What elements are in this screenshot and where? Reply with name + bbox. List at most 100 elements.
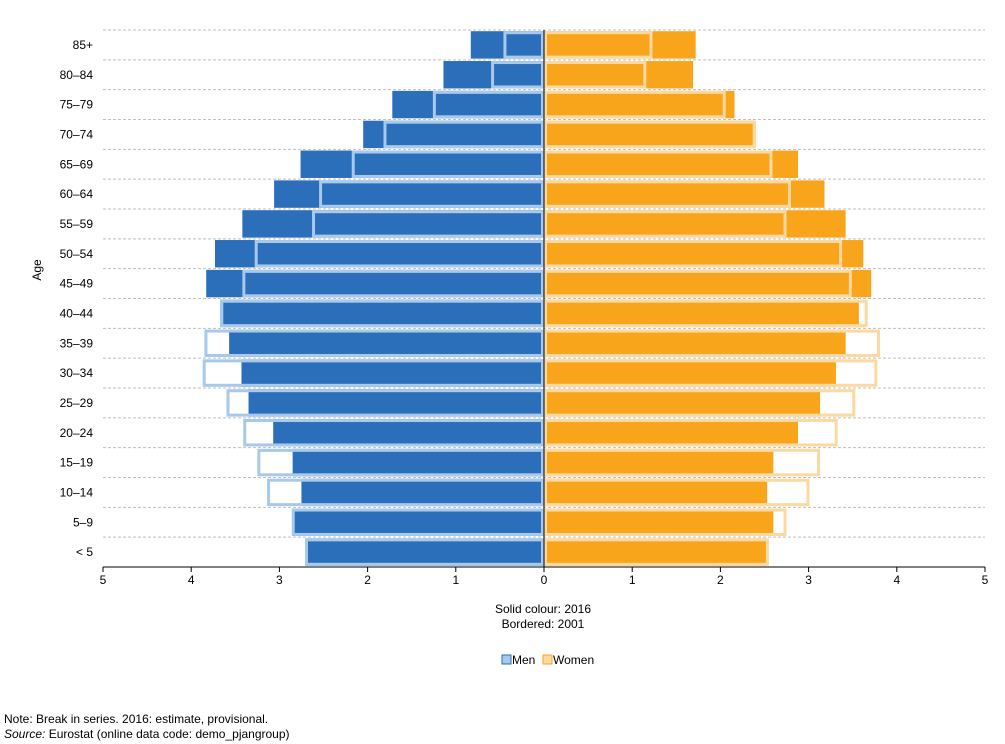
bar-women-2016 xyxy=(544,299,859,328)
bar-women-2016 xyxy=(544,150,799,178)
bar-men-2001 xyxy=(220,299,544,328)
bar-men-2016 xyxy=(392,90,544,119)
bar-men-2016 xyxy=(470,31,544,59)
legend: Men Women xyxy=(501,653,594,667)
bar-women-2001 xyxy=(544,389,856,417)
bar-men-2016 xyxy=(248,389,544,417)
bar-women-2001 xyxy=(544,299,868,328)
age-group-label: 25–29 xyxy=(60,396,94,410)
chart-note: Note: Break in series. 2016: estimate, p… xyxy=(4,712,269,726)
bar-women-2001 xyxy=(544,150,773,178)
x-tick-label: 4 xyxy=(893,573,900,587)
bar-men-2001 xyxy=(243,419,544,447)
bar-men-2016 xyxy=(242,210,544,238)
bar-women-2001 xyxy=(544,359,878,387)
bar-men-2001 xyxy=(351,150,544,178)
bar-women-2001 xyxy=(544,180,791,208)
age-group-label: 20–24 xyxy=(60,426,94,440)
bar-men-2001 xyxy=(319,180,544,208)
legend-swatch-men xyxy=(501,654,512,665)
bordered-bars-2001 xyxy=(202,31,881,566)
bar-men-2016 xyxy=(292,448,544,477)
legend-swatch-women xyxy=(542,654,553,665)
bar-women-2001 xyxy=(544,210,787,238)
x-tick-label: 2 xyxy=(364,573,371,587)
bar-men-2001 xyxy=(202,359,545,387)
bar-women-2016 xyxy=(544,180,825,208)
bar-men-2001 xyxy=(267,478,544,507)
bar-women-2016 xyxy=(544,389,821,417)
bar-women-2016 xyxy=(544,240,864,268)
x-tick-label: 0 xyxy=(541,573,548,587)
bar-men-2001 xyxy=(304,538,544,566)
bar-women-2001 xyxy=(544,90,726,119)
x-tick-label: 1 xyxy=(452,573,459,587)
legend-label-men: Men xyxy=(512,653,535,667)
bar-women-2016 xyxy=(544,269,872,298)
age-group-label: 35–39 xyxy=(60,336,94,350)
bar-men-2001 xyxy=(254,240,544,268)
bar-women-2016 xyxy=(544,31,696,59)
bar-men-2001 xyxy=(242,269,545,298)
bar-men-2016 xyxy=(363,120,544,149)
bar-men-2001 xyxy=(312,210,544,238)
bar-men-2001 xyxy=(291,508,544,536)
x-tick-label: 2 xyxy=(717,573,724,587)
age-group-label: 85+ xyxy=(73,38,93,52)
bar-women-2016 xyxy=(544,210,846,238)
x-axis-label-line-2: Bordered: 2001 xyxy=(502,617,585,631)
x-tick-label: 1 xyxy=(629,573,636,587)
age-group-label: < 5 xyxy=(76,545,93,559)
bar-men-2001 xyxy=(432,90,545,119)
source-label: Source: xyxy=(4,727,46,741)
age-group-label: 65–69 xyxy=(60,157,94,171)
bar-women-2016 xyxy=(544,90,735,119)
bar-men-2016 xyxy=(300,150,544,178)
axes xyxy=(102,30,986,572)
age-group-label: 55–59 xyxy=(60,217,94,231)
bar-men-2016 xyxy=(273,419,544,447)
age-group-label: 10–14 xyxy=(60,485,94,499)
bar-men-2016 xyxy=(206,269,544,298)
x-tick-label: 5 xyxy=(982,573,989,587)
bar-women-2016 xyxy=(544,61,694,89)
source-text: Eurostat (online data code: demo_pjangro… xyxy=(45,727,290,741)
bar-women-2001 xyxy=(544,329,881,357)
age-group-label: 60–64 xyxy=(60,187,94,201)
x-axis-tick-labels: 5 4 3 2 1 0 1 2 3 4 5 xyxy=(100,573,989,587)
bar-men-2001 xyxy=(383,120,545,149)
bar-women-2016 xyxy=(544,448,774,477)
x-tick-label: 4 xyxy=(188,573,195,587)
bar-women-2016 xyxy=(544,419,799,447)
bar-men-2016 xyxy=(305,538,544,566)
bar-men-2016 xyxy=(274,180,544,208)
bar-men-2016 xyxy=(292,508,544,536)
age-group-label: 30–34 xyxy=(60,366,94,380)
bar-women-2001 xyxy=(544,508,787,536)
age-group-label: 15–19 xyxy=(60,456,94,470)
age-group-labels: 85+ 80–84 75–79 70–74 65–69 60–64 55–59 50–54 45… xyxy=(60,38,94,559)
bar-men-2016 xyxy=(301,478,544,507)
bar-women-2001 xyxy=(544,61,647,89)
chart-source: Source: Eurostat (online data code: demo… xyxy=(4,727,290,742)
bars xyxy=(206,31,872,566)
age-group-label: 80–84 xyxy=(60,68,94,82)
bar-men-2016 xyxy=(220,299,544,328)
bar-men-2001 xyxy=(204,329,544,357)
legend-label-women: Women xyxy=(553,653,594,667)
bar-men-2016 xyxy=(229,329,544,357)
age-group-label: 40–44 xyxy=(60,306,94,320)
bar-men-2001 xyxy=(503,31,545,59)
bar-women-2016 xyxy=(544,359,836,387)
bar-women-2001 xyxy=(544,478,810,507)
bar-women-2001 xyxy=(544,269,852,298)
bar-men-2001 xyxy=(257,448,544,477)
x-axis-label-line-1: Solid colour: 2016 xyxy=(495,602,591,616)
bar-women-2001 xyxy=(544,31,653,59)
age-group-label: 70–74 xyxy=(60,127,94,141)
x-tick-label: 3 xyxy=(805,573,812,587)
age-group-label: 50–54 xyxy=(60,247,94,261)
bar-men-2001 xyxy=(491,61,544,89)
age-group-label: 5–9 xyxy=(73,515,93,529)
